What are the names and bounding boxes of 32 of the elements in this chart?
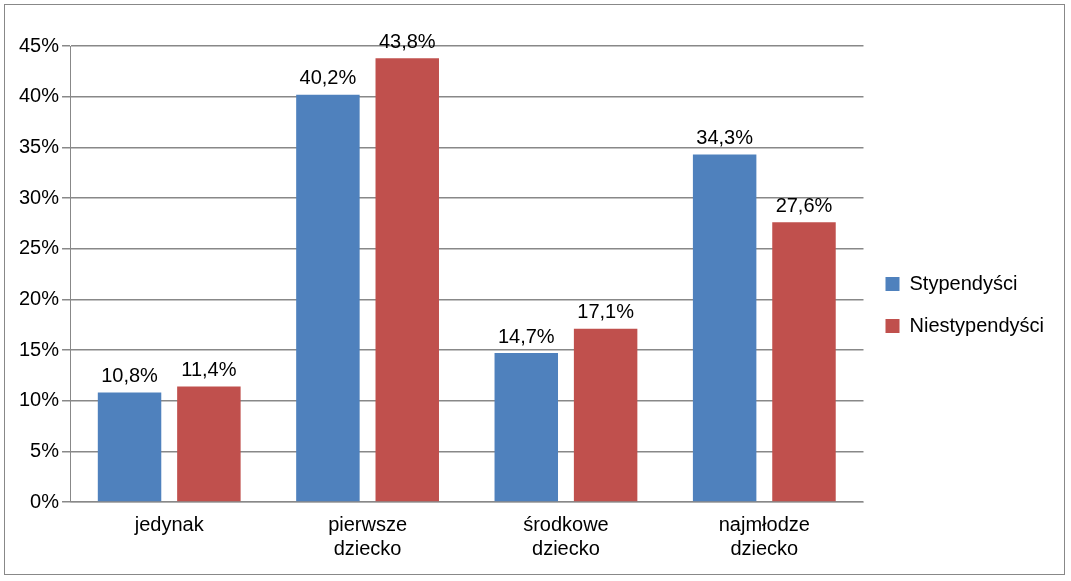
data-label: 40,2% [299,66,357,89]
bar [375,58,439,502]
legend-label: Stypendyści [909,271,1018,294]
data-label: 27,6% [775,193,833,216]
y-tick-label: 30% [19,185,60,208]
y-tick-label: 10% [19,388,60,411]
y-tick-label: 0% [30,489,60,512]
bar [97,392,162,502]
bar [494,353,559,502]
y-tick-label: 40% [19,84,60,107]
y-tick-label: 25% [19,236,60,259]
x-tick-label: środkowe dziecko [523,512,609,559]
bar [177,386,241,502]
bar [692,154,757,502]
data-label: 10,8% [101,364,159,387]
y-tick-label: 15% [19,337,60,360]
data-label: 14,7% [497,324,555,347]
bar [573,328,638,502]
x-tick-label: pierwsze dziecko [328,512,408,559]
y-tick-label: 35% [19,134,60,157]
y-tick-label: 45% [19,33,60,56]
data-label: 34,3% [696,125,754,148]
bar [772,222,836,502]
x-tick-label: jedynak [133,512,205,535]
data-label: 11,4% [181,358,237,380]
y-tick-label: 20% [19,286,60,309]
x-tick-label: najmłodze dziecko [718,512,810,559]
legend-label: Niestypendyści [909,313,1045,336]
y-tick-label: 5% [30,438,60,461]
bar [296,94,360,502]
data-label: 17,1% [577,300,635,323]
data-label: 43,8% [378,29,436,52]
